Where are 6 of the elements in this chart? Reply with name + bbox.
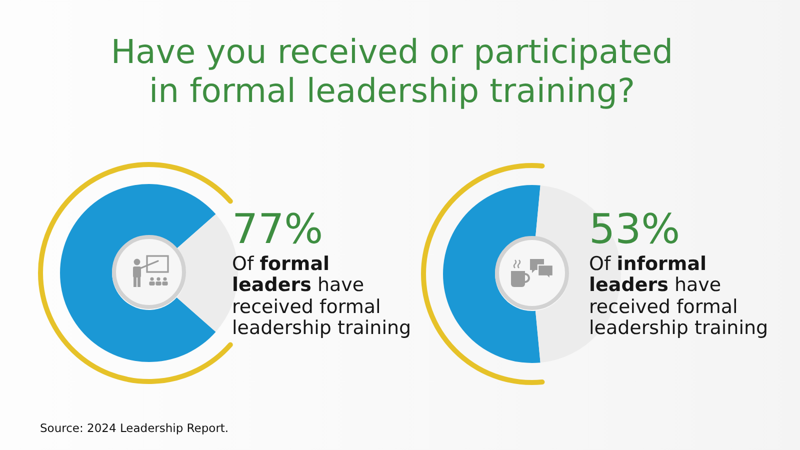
source-note: Source: 2024 Leadership Report. <box>40 421 229 435</box>
text: Of formal leaders have received formal leadership training <box>232 252 412 340</box>
text: 77% <box>232 204 324 253</box>
text: Of informal leaders have received formal leadership training <box>589 252 768 340</box>
text: 53% <box>589 204 680 253</box>
text: Have you received or participated in formal leadership training? <box>110 32 674 110</box>
